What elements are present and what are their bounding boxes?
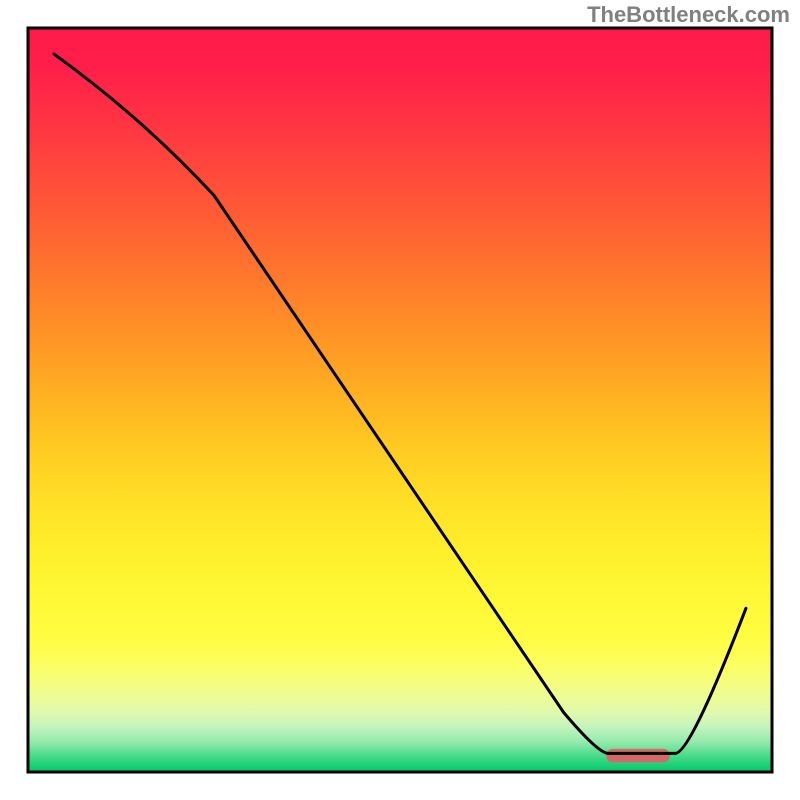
bottleneck-chart: TheBottleneck.com: [0, 0, 800, 800]
gradient-background: [28, 28, 772, 772]
bottleneck-marker: [606, 749, 669, 762]
watermark-text: TheBottleneck.com: [587, 2, 790, 28]
chart-svg: [0, 0, 800, 800]
